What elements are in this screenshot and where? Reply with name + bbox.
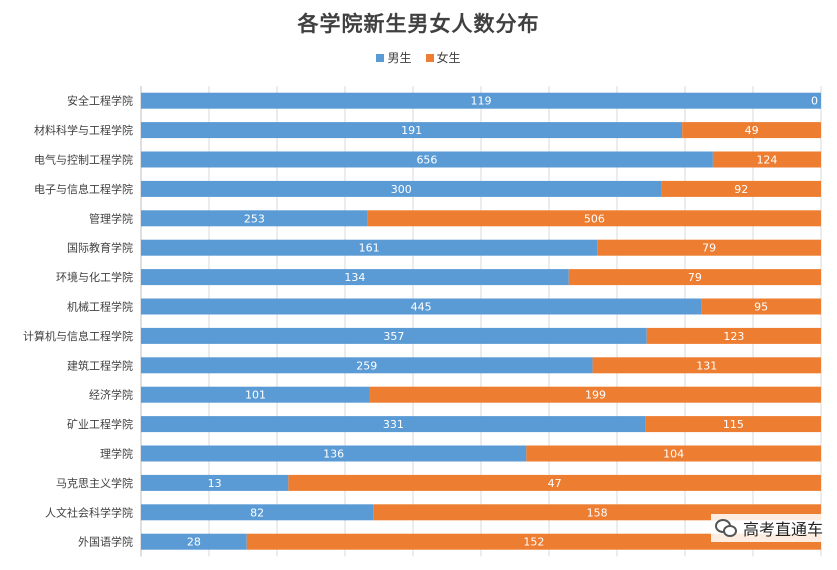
data-label-female: 95	[754, 301, 768, 314]
category-label: 管理学院	[89, 211, 133, 225]
bar-female	[367, 210, 821, 227]
bar-male	[141, 445, 527, 462]
bar-male	[141, 298, 702, 315]
data-label-male: 656	[416, 154, 437, 167]
bar-male	[141, 210, 368, 227]
legend-item-male: 男生	[376, 49, 412, 66]
bar-male	[141, 151, 713, 168]
bar-female	[682, 122, 821, 139]
data-label-male: 191	[401, 124, 422, 137]
bar-female	[288, 474, 821, 491]
data-label-male: 253	[244, 212, 265, 225]
watermark: 高考直通车	[710, 514, 827, 542]
bar-male	[141, 533, 247, 550]
data-label-male: 119	[471, 95, 492, 108]
bar-female	[526, 445, 821, 462]
bar-female	[568, 269, 821, 286]
bar-male	[141, 504, 374, 521]
category-label: 外国语学院	[78, 535, 133, 549]
bar-female	[645, 416, 821, 433]
bar-male	[141, 357, 593, 374]
data-label-female: 152	[523, 536, 544, 549]
data-label-female: 79	[688, 271, 702, 284]
data-label-male: 28	[187, 536, 201, 549]
data-label-female: 0	[811, 95, 818, 108]
data-label-female: 104	[663, 448, 684, 461]
data-label-female: 506	[584, 212, 605, 225]
data-label-female: 199	[585, 389, 606, 402]
legend-item-female: 女生	[425, 49, 461, 66]
category-label: 经济学院	[89, 388, 133, 402]
data-label-female: 47	[548, 477, 562, 490]
category-label: 矿业工程学院	[67, 417, 133, 431]
category-label: 计算机与信息工程学院	[23, 329, 133, 343]
chart-title: 各学院新生男女人数分布	[297, 12, 540, 36]
bar-male	[141, 269, 569, 286]
bar-male	[141, 180, 662, 197]
bar-female	[646, 327, 821, 344]
bar-female	[701, 298, 821, 315]
category-label: 材料科学与工程学院	[34, 123, 133, 137]
data-label-female: 131	[696, 359, 717, 372]
legend-swatch-female	[425, 53, 434, 62]
data-label-male: 300	[391, 183, 412, 196]
category-label: 理学院	[100, 447, 133, 461]
data-label-female: 158	[587, 506, 608, 519]
bar-male	[141, 386, 370, 403]
category-label: 建筑工程学院	[67, 358, 133, 372]
category-label: 国际教育学院	[67, 241, 133, 255]
data-label-male: 445	[411, 301, 432, 314]
category-label: 电气与控制工程学院	[34, 153, 133, 167]
bar-male	[141, 474, 289, 491]
data-label-male: 357	[383, 330, 404, 343]
bar-male	[141, 416, 646, 433]
category-label: 人文社会科学学院	[45, 505, 133, 519]
bar-female	[592, 357, 821, 374]
data-label-male: 134	[344, 271, 365, 284]
category-label: 环境与化工学院	[56, 270, 133, 284]
category-label: 机械工程学院	[67, 300, 133, 314]
legend-label-male: 男生	[387, 51, 412, 65]
legend: 男生 女生	[0, 49, 837, 66]
legend-swatch-male	[376, 53, 385, 62]
category-label: 安全工程学院	[67, 94, 133, 108]
data-label-female: 79	[702, 242, 716, 255]
wechat-icon	[714, 519, 737, 537]
bar-female	[369, 386, 821, 403]
data-label-male: 331	[383, 418, 404, 431]
watermark-text: 高考直通车	[742, 520, 823, 539]
data-label-male: 136	[323, 448, 344, 461]
data-label-female: 49	[745, 124, 759, 137]
bar-female	[597, 239, 821, 256]
bar-female	[373, 504, 821, 521]
data-label-female: 115	[723, 418, 744, 431]
bar-male	[141, 239, 598, 256]
legend-label-female: 女生	[436, 51, 461, 65]
data-label-male: 82	[250, 506, 264, 519]
data-label-female: 124	[756, 154, 777, 167]
data-label-male: 259	[356, 359, 377, 372]
bar-male	[141, 327, 647, 344]
data-label-female: 92	[734, 183, 748, 196]
bar-male	[141, 92, 821, 109]
data-label-female: 123	[723, 330, 744, 343]
category-label: 电子与信息工程学院	[34, 182, 133, 196]
data-label-male: 13	[208, 477, 222, 490]
data-label-male: 161	[359, 242, 380, 255]
category-label: 马克思主义学院	[56, 476, 133, 490]
bar-female	[712, 151, 821, 168]
bar-male	[141, 122, 683, 139]
data-label-male: 101	[245, 389, 266, 402]
bar-female	[246, 533, 821, 550]
bar-female	[661, 180, 821, 197]
